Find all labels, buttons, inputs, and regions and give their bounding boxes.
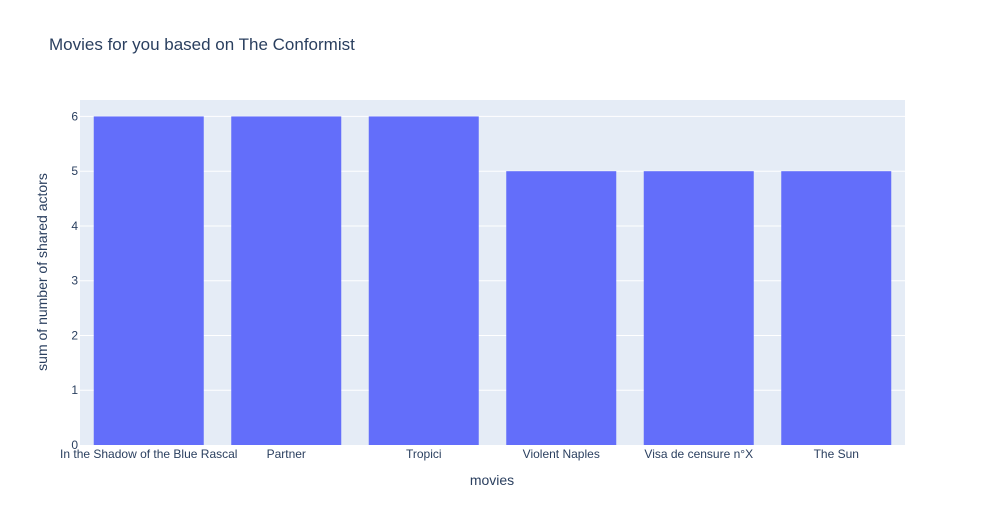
- x-axis-ticks: In the Shadow of the Blue Rascal Partner T…: [60, 447, 859, 461]
- y-axis-ticks: 0 1 2 3 4 5 6: [71, 109, 78, 452]
- x-tick-label: Violent Naples: [523, 447, 600, 461]
- bar-3[interactable]: [368, 116, 479, 445]
- y-tick-label: 1: [71, 383, 78, 397]
- y-tick-label: 6: [71, 109, 78, 123]
- x-tick-label: Partner: [267, 447, 306, 461]
- y-tick-label: 4: [71, 219, 78, 233]
- bars: [93, 116, 892, 445]
- x-tick-label: Tropici: [406, 447, 442, 461]
- y-tick-label: 5: [71, 164, 78, 178]
- x-tick-label: Visa de censure n°X: [644, 447, 753, 461]
- y-axis-title: sum of number of shared actors: [34, 173, 50, 371]
- plot-area: [80, 100, 905, 445]
- bar-1[interactable]: [93, 116, 204, 445]
- bar-4[interactable]: [506, 171, 617, 445]
- x-tick-label: The Sun: [814, 447, 859, 461]
- chart-title: Movies for you based on The Conformist: [49, 35, 355, 54]
- x-tick-label: In the Shadow of the Blue Rascal: [60, 447, 237, 461]
- y-tick-label: 0: [71, 438, 78, 452]
- bar-2[interactable]: [231, 116, 342, 445]
- bar-5[interactable]: [643, 171, 754, 445]
- y-tick-label: 3: [71, 274, 78, 288]
- gridlines: [80, 115, 905, 391]
- x-axis-title: movies: [470, 472, 514, 488]
- bar-6[interactable]: [781, 171, 892, 445]
- y-tick-label: 2: [71, 328, 78, 342]
